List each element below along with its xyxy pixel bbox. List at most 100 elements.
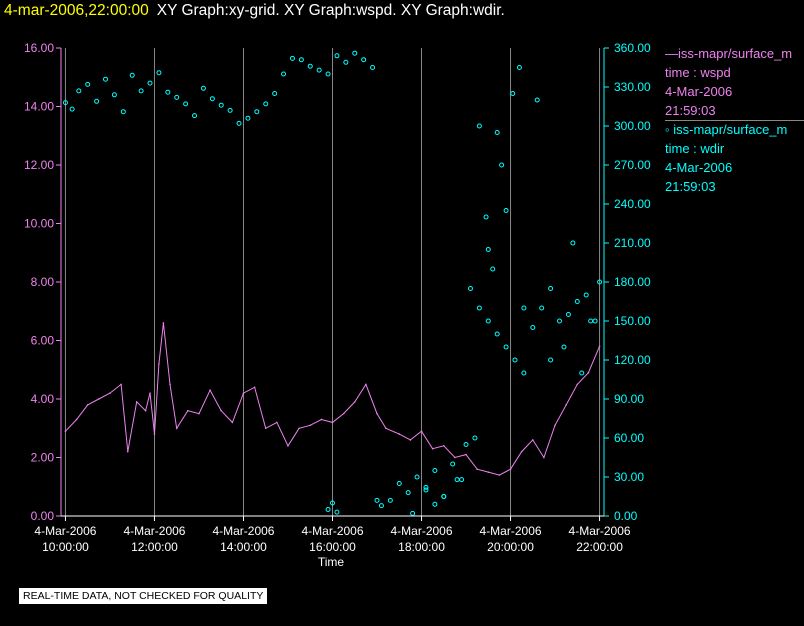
wdir-point <box>467 286 473 291</box>
wspd-point <box>109 392 111 394</box>
wdir-point <box>405 490 411 496</box>
y-left-tick-label: 0.00 <box>31 509 55 523</box>
wdir-point <box>556 318 562 324</box>
axes: 4-Mar-2006 10:00:00 4-Mar-2006 12:00:00 4-Ma… <box>24 41 651 554</box>
wdir-point <box>281 71 287 77</box>
wdir-point <box>503 208 509 213</box>
wdir-point <box>476 305 482 311</box>
x-tick-label-time: 18:00:00 <box>398 540 445 554</box>
legend-wdir-date: 4-Mar-2006 <box>665 160 733 175</box>
wdir-point <box>510 91 516 96</box>
y-right-tick-label: 90.00 <box>614 392 644 406</box>
wdir-point <box>361 57 367 63</box>
y-right-tick-label: 150.00 <box>614 314 651 328</box>
wdir-point <box>516 65 522 70</box>
wspd-point <box>162 322 165 324</box>
wspd-point <box>320 418 323 421</box>
wdir-point <box>62 100 68 106</box>
wdir-point <box>76 88 82 94</box>
wspd-point <box>253 386 256 389</box>
wdir-point <box>330 500 335 506</box>
wdir-point <box>156 70 162 76</box>
wdir-point <box>592 318 598 324</box>
wdir-point <box>227 107 233 113</box>
x-tick-label-time: 20:00:00 <box>487 540 534 554</box>
wspd-point <box>144 409 147 412</box>
wdir-point <box>454 477 460 483</box>
y-right-tick-label: 300.00 <box>614 119 651 133</box>
wdir-point <box>94 98 100 104</box>
wdir-series <box>62 50 603 516</box>
y-right-tick-label: 210.00 <box>614 236 651 250</box>
wdir-point <box>272 91 278 96</box>
wdir-point <box>432 468 438 473</box>
y-right-tick-label: 330.00 <box>614 80 651 94</box>
wdir-point <box>414 474 420 480</box>
y-right-tick-label: 120.00 <box>614 353 651 367</box>
wspd-point <box>409 439 412 441</box>
y-right-tick-label: 270.00 <box>614 158 651 172</box>
wdir-point <box>218 102 224 108</box>
wdir-point <box>521 370 527 376</box>
wspd-point <box>187 409 189 412</box>
wspd-point <box>64 430 67 432</box>
wdir-point <box>236 120 242 126</box>
wdir-point <box>485 247 491 252</box>
wdir-point <box>450 461 456 467</box>
wdir-point <box>472 435 478 441</box>
wspd-point <box>126 450 129 453</box>
x-tick-label-time: 16:00:00 <box>309 540 356 554</box>
wdir-point <box>459 477 465 483</box>
wspd-point <box>331 421 334 424</box>
y-left-tick-label: 4.00 <box>31 392 55 406</box>
x-axis-label: Time <box>318 555 345 569</box>
legend-divider <box>665 120 804 121</box>
wdir-point <box>325 71 331 77</box>
y-left-tick-label: 14.00 <box>24 100 54 114</box>
x-tick-label-date: 4-Mar-2006 <box>34 524 96 538</box>
wdir-point <box>378 503 384 509</box>
wspd-point <box>509 468 512 471</box>
y-left-tick-label: 12.00 <box>24 158 54 172</box>
wdir-point <box>512 357 518 363</box>
y-right-tick-label: 240.00 <box>614 197 651 211</box>
wdir-point <box>530 325 536 330</box>
y-left-tick-label: 8.00 <box>31 275 55 289</box>
wdir-point <box>129 72 135 78</box>
wdir-point <box>174 94 180 100</box>
wspd-point <box>242 392 245 394</box>
legend-wspd-var: time : wspd <box>665 65 731 80</box>
wdir-point <box>483 214 489 220</box>
wdir-point <box>245 115 251 121</box>
wspd-point <box>398 433 401 435</box>
wdir-point <box>325 507 331 512</box>
wdir-point <box>307 63 313 69</box>
x-tick-label-date: 4-Mar-2006 <box>391 524 453 538</box>
grid <box>64 48 601 516</box>
wspd-point <box>442 445 445 447</box>
wdir-point <box>165 89 171 95</box>
wdir-point <box>387 497 393 503</box>
wspd-point <box>498 474 501 476</box>
wdir-point <box>476 123 482 129</box>
legend: —iss-mapr/surface_m time : wspd 4-Mar-20… <box>665 44 804 196</box>
legend-wspd-time: 21:59:03 <box>665 103 716 118</box>
y-left-tick-label: 6.00 <box>31 334 55 348</box>
wspd-point <box>420 430 423 432</box>
wspd-point <box>309 424 312 427</box>
legend-wspd-name: —iss-mapr/surface_m <box>665 46 793 61</box>
wspd-point <box>342 412 345 415</box>
wdir-point <box>534 97 540 103</box>
wdir-point <box>463 442 469 447</box>
wdir-point <box>410 510 416 516</box>
wspd-point <box>135 401 138 403</box>
wspd-point <box>576 383 579 386</box>
x-tick-label-date: 4-Mar-2006 <box>212 524 274 538</box>
wdir-point <box>69 106 75 112</box>
x-tick-label-time: 10:00:00 <box>42 540 89 554</box>
legend-wdir-time: 21:59:03 <box>665 179 716 194</box>
wdir-point <box>334 53 340 59</box>
wspd-point <box>198 412 200 415</box>
wdir-point <box>597 279 603 285</box>
wspd-point <box>598 345 601 348</box>
